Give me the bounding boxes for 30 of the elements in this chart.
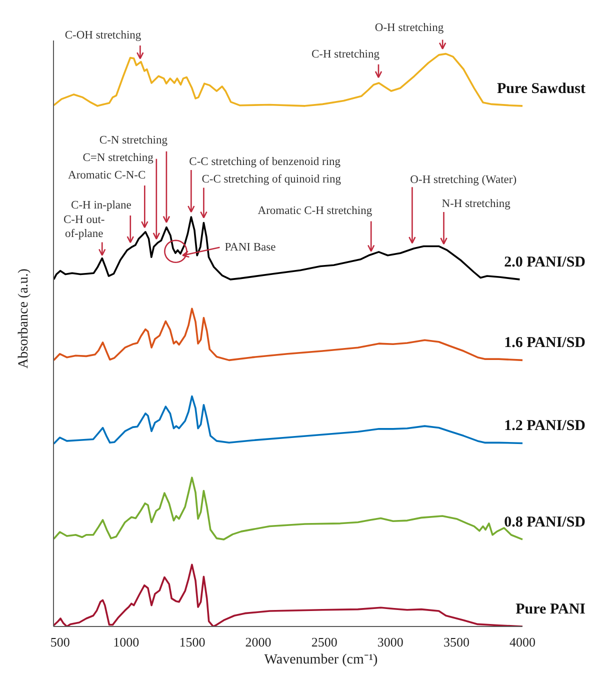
annotation: PANI Base: [224, 241, 276, 254]
series-label: 1.6 PANI/SD: [504, 335, 586, 352]
series-label: Pure PANI: [516, 602, 586, 618]
annotation: C-H in-plane: [71, 200, 132, 212]
series-label: 1.2 PANI/SD: [504, 418, 586, 434]
series-label: 2.0 PANI/SD: [504, 254, 586, 270]
annotation: C-OH stretching: [64, 30, 142, 42]
annotation: C=N stretching: [82, 152, 154, 164]
annotation: Aromatic C-N-C: [68, 169, 146, 182]
annotation: C-H stretching: [311, 48, 380, 60]
x-tick-label: 1000: [113, 634, 140, 650]
annotation: O-H stretching (Water): [410, 174, 517, 186]
annotation: N-H stretching: [442, 198, 511, 210]
x-tick-label: 1500: [179, 634, 206, 650]
x-tick-label: 2000: [245, 634, 272, 650]
annotation: C-C stretching of quinoid ring: [202, 174, 342, 186]
y-axis-title: Absorbance (a.u.): [16, 268, 32, 368]
x-tick-label: 500: [50, 634, 70, 650]
annotation: O-H stretching: [374, 22, 444, 34]
x-tick-label: 3500: [443, 634, 470, 650]
x-tick-label: 4000: [510, 634, 536, 650]
x-tick-label: 2500: [311, 634, 338, 650]
series-label: 0.8 PANI/SD: [504, 514, 586, 530]
annotation: C-C stretching of benzenoid ring: [189, 156, 341, 168]
x-tick-label: 3000: [377, 634, 404, 650]
annotation: Aromatic C-H stretching: [258, 205, 372, 218]
annotation: C-N stretching: [99, 134, 168, 146]
x-axis-title: Wavenumber (cm⁻¹): [264, 652, 378, 668]
series-label: Pure Sawdust: [497, 80, 586, 97]
annotation: C-H out- of-plane: [64, 214, 105, 240]
